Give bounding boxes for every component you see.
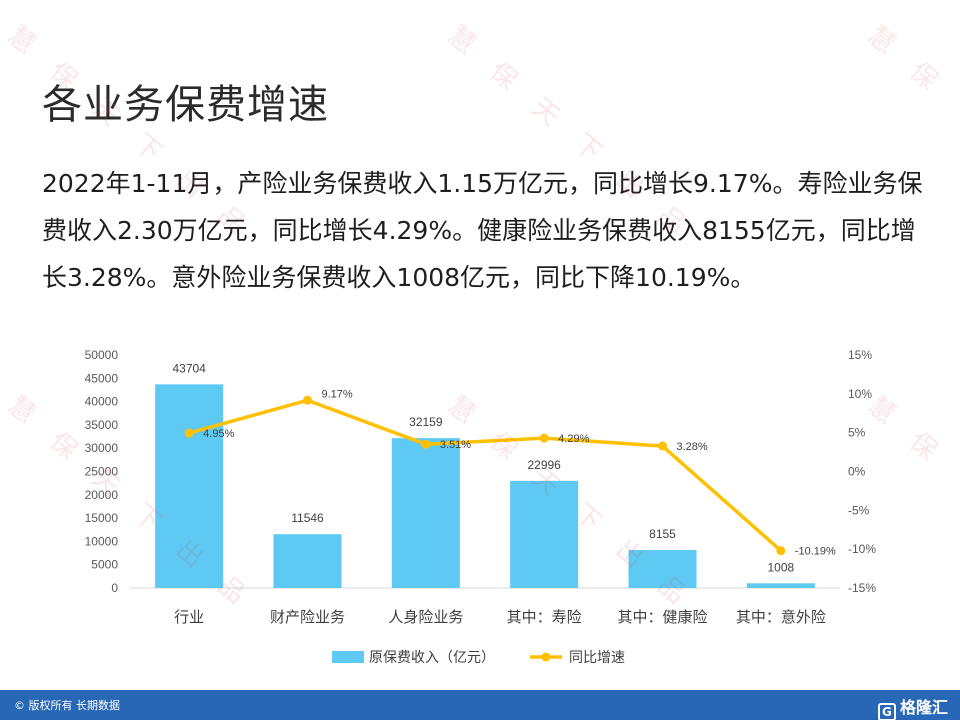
bar-data-label: 32159: [409, 415, 443, 429]
x-tick-label: 行业: [174, 608, 204, 626]
y-right-tick-label: 0%: [848, 465, 866, 479]
watermark-char: 慧: [1, 20, 42, 61]
y-left-tick-label: 20000: [85, 488, 119, 502]
y-left-tick-label: 40000: [85, 395, 119, 409]
legend-line-marker: [541, 652, 551, 662]
brand-logo: G 格隆汇: [877, 694, 948, 721]
x-tick-label: 财产险业务: [270, 608, 345, 626]
x-tick-label: 其中：寿险: [507, 608, 582, 626]
bar: [510, 480, 579, 588]
watermark-char: 天: [525, 92, 566, 133]
watermark-char: 慧: [441, 20, 482, 61]
y-left-tick-label: 35000: [85, 418, 119, 432]
page-title: 各业务保费增速: [42, 82, 329, 128]
y-right-tick-label: 10%: [848, 387, 872, 401]
y-left-tick-label: 10000: [85, 534, 119, 548]
y-left-tick-label: 45000: [85, 371, 119, 385]
y-right-tick-label: 5%: [848, 426, 866, 440]
y-left-tick-label: 5000: [91, 558, 118, 572]
line-data-label: 4.29%: [558, 433, 589, 445]
growth-point: [658, 441, 667, 451]
watermark-char: 保: [903, 56, 944, 97]
x-tick-label: 人身险业务: [388, 608, 463, 626]
y-left-tick-label: 15000: [85, 511, 119, 525]
growth-line: [188, 398, 782, 552]
line-data-label: 3.28%: [677, 441, 708, 453]
y-left-tick-label: 50000: [85, 348, 119, 362]
bar-data-label: 43704: [172, 361, 206, 375]
bar-data-label: 11546: [291, 511, 324, 525]
watermark-char: 慧: [861, 20, 902, 61]
y-right-tick-label: -10%: [848, 542, 876, 556]
line-data-label: 3.51%: [440, 439, 471, 451]
x-tick-label: 其中：意外险: [736, 608, 826, 626]
y-right-tick-label: -5%: [848, 503, 870, 517]
description-text: 2022年1-11月，产险业务保费收入1.15万亿元，同比增长9.17%。寿险业…: [42, 169, 923, 292]
line-data-label: 9.17%: [322, 388, 353, 400]
watermark-char: 保: [483, 56, 524, 97]
brand-name: 格隆汇: [899, 698, 948, 717]
bar: [155, 384, 224, 588]
line-data-label: -10.19%: [795, 546, 836, 558]
footer-bar: © 版权所有 长期数据 G 格隆汇: [0, 690, 960, 721]
growth-point: [776, 546, 786, 556]
growth-point: [421, 439, 431, 449]
bar-data-label: 22996: [527, 458, 561, 472]
copyright-text: © 版权所有 长期数据: [14, 699, 120, 712]
bar: [628, 549, 697, 588]
brand-mark-icon: G: [877, 703, 896, 721]
premium-growth-chart: 0 5000 10000 15000 20000 25000 30000 35000 40000…: [85, 348, 877, 666]
legend-bar-swatch: [332, 651, 364, 663]
line-data-label: 4.95%: [203, 428, 234, 440]
bar: [746, 583, 815, 588]
y-left-tick-label: 0: [111, 581, 118, 595]
y-right-tick-label: -15%: [848, 581, 876, 595]
bar: [273, 534, 342, 588]
y-right-tick-label: 15%: [848, 348, 872, 362]
bar: [391, 438, 460, 588]
bar-data-label: 1008: [767, 560, 794, 574]
y-left-tick-label: 25000: [85, 465, 119, 479]
growth-point: [303, 395, 312, 405]
y-left-tick-label: 30000: [85, 441, 119, 455]
x-tick-label: 其中：健康险: [617, 608, 707, 626]
growth-point: [184, 428, 194, 438]
bar-data-label: 8155: [649, 527, 676, 541]
legend-bar-label: 原保费收入（亿元）: [369, 650, 495, 666]
legend-line-label: 同比增速: [569, 650, 625, 666]
growth-point: [539, 433, 549, 443]
